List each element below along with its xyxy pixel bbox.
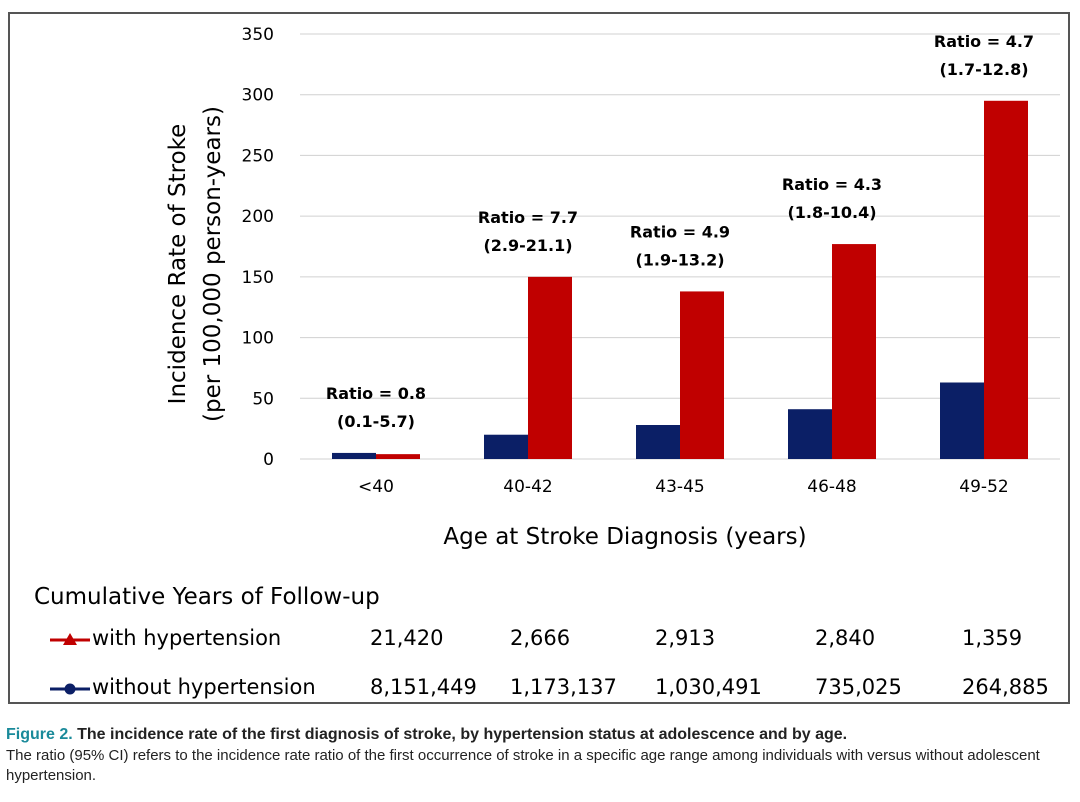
caption-title: The incidence rate of the first diagnosi… bbox=[72, 726, 848, 743]
bar-without-hypertension bbox=[788, 409, 832, 459]
followup-value: 2,666 bbox=[510, 626, 571, 650]
followup-value: 1,359 bbox=[962, 626, 1023, 650]
followup-value: 21,420 bbox=[370, 626, 444, 650]
x-tick-label: 43-45 bbox=[655, 477, 704, 497]
figure-caption: Figure 2. The incidence rate of the firs… bbox=[6, 725, 1076, 786]
followup-row-with-hypertension: with hypertension 21,420 2,666 2,913 2,8… bbox=[50, 626, 1070, 658]
followup-value: 2,840 bbox=[815, 626, 876, 650]
y-tick-label: 250 bbox=[242, 146, 274, 166]
bar-with-hypertension bbox=[376, 454, 420, 459]
y-tick-label: 100 bbox=[242, 329, 274, 349]
x-tick-labels: <40 40-42 43-45 46-48 49-52 bbox=[358, 477, 1009, 497]
bar-without-hypertension bbox=[332, 452, 376, 459]
followup-row-without-hypertension: without hypertension 8,151,449 1,173,137… bbox=[50, 675, 1070, 707]
ratio-annotations: Ratio = 0.8 (0.1-5.7) Ratio = 7.7 (2.9-21.1… bbox=[326, 32, 1034, 431]
followup-value: 8,151,449 bbox=[370, 675, 477, 699]
x-tick-label: 49-52 bbox=[959, 477, 1008, 497]
followup-value: 1,030,491 bbox=[655, 675, 762, 699]
x-axis-title: Age at Stroke Diagnosis (years) bbox=[443, 524, 806, 550]
caption-body: The ratio (95% CI) refers to the inciden… bbox=[6, 747, 1040, 784]
ratio-label: Ratio = 4.3 bbox=[782, 175, 882, 194]
y-tick-label: 200 bbox=[242, 207, 274, 227]
y-tick-label: 350 bbox=[242, 25, 274, 45]
ci-label: (1.9-13.2) bbox=[635, 250, 724, 269]
y-tick-labels: 0 50 100 150 200 250 300 350 bbox=[242, 25, 274, 470]
ratio-label: Ratio = 0.8 bbox=[326, 384, 426, 403]
caption-title-line: Figure 2. The incidence rate of the firs… bbox=[6, 725, 1076, 745]
followup-value: 2,913 bbox=[655, 626, 716, 650]
bar-with-hypertension bbox=[832, 244, 876, 459]
ci-label: (2.9-21.1) bbox=[483, 236, 572, 255]
x-tick-label: <40 bbox=[358, 477, 394, 497]
red-triangle-legend-icon bbox=[50, 633, 90, 645]
bar-with-hypertension bbox=[528, 276, 572, 459]
figure-frame: 0 50 100 150 200 250 300 350 <40 40-42 43-45 46-48… bbox=[8, 12, 1070, 704]
blue-circle-legend-icon bbox=[50, 683, 90, 695]
y-axis-title-line1: Incidence Rate of Stroke bbox=[165, 124, 191, 405]
bar-without-hypertension bbox=[940, 382, 984, 459]
followup-heading: Cumulative Years of Follow-up bbox=[34, 584, 380, 610]
followup-value: 264,885 bbox=[962, 675, 1049, 699]
ci-label: (1.8-10.4) bbox=[787, 203, 876, 222]
ratio-label: Ratio = 7.7 bbox=[478, 208, 578, 227]
x-tick-label: 40-42 bbox=[503, 477, 552, 497]
x-tick-label: 46-48 bbox=[807, 477, 856, 497]
bar-with-hypertension bbox=[984, 100, 1028, 460]
bars bbox=[332, 100, 1028, 460]
bar-without-hypertension bbox=[636, 425, 680, 459]
followup-value: 1,173,137 bbox=[510, 675, 617, 699]
bar-chart: 0 50 100 150 200 250 300 350 <40 40-42 43-45 46-48… bbox=[165, 25, 1060, 550]
y-axis-title: Incidence Rate of Stroke (per 100,000 pe… bbox=[165, 106, 226, 422]
ratio-label: Ratio = 4.9 bbox=[630, 222, 730, 241]
bar-without-hypertension bbox=[484, 434, 528, 459]
ratio-label: Ratio = 4.7 bbox=[934, 32, 1034, 51]
legend-label-with-hypertension: with hypertension bbox=[92, 626, 282, 650]
y-axis-title-line2: (per 100,000 person-years) bbox=[200, 106, 226, 422]
legend-label-without-hypertension: without hypertension bbox=[92, 675, 316, 699]
followup-value: 735,025 bbox=[815, 675, 902, 699]
y-tick-label: 50 bbox=[252, 389, 274, 409]
figure-number: Figure 2. bbox=[6, 726, 73, 743]
y-tick-label: 150 bbox=[242, 268, 274, 288]
ci-label: (1.7-12.8) bbox=[939, 60, 1028, 79]
y-tick-label: 0 bbox=[263, 450, 274, 470]
bar-with-hypertension bbox=[680, 291, 724, 459]
ci-label: (0.1-5.7) bbox=[337, 412, 415, 431]
y-tick-label: 300 bbox=[242, 86, 274, 106]
